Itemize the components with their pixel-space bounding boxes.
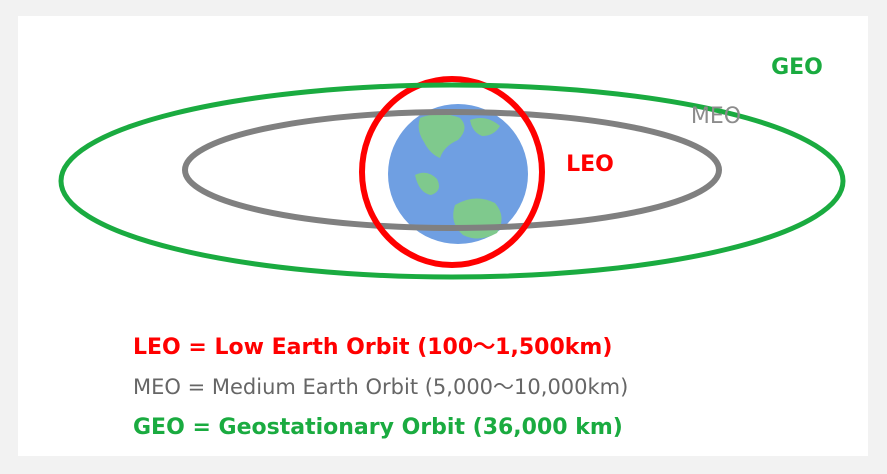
continent <box>470 118 500 136</box>
continent <box>415 172 439 195</box>
geo-label: GEO <box>771 55 823 80</box>
continent <box>453 198 502 239</box>
legend-meo: MEO = Medium Earth Orbit (5,000〜10,000km… <box>133 375 628 399</box>
leo-label: LEO <box>566 152 614 177</box>
continent <box>418 114 465 158</box>
legend-geo: GEO = Geostationary Orbit (36,000 km) <box>133 415 623 440</box>
geo-orbit <box>58 82 846 280</box>
meo-label: MEO <box>691 104 741 129</box>
earth <box>388 104 528 244</box>
legend-leo: LEO = Low Earth Orbit (100〜1,500km) <box>133 335 612 360</box>
meo-orbit <box>182 109 722 231</box>
leo-orbit <box>359 76 545 268</box>
